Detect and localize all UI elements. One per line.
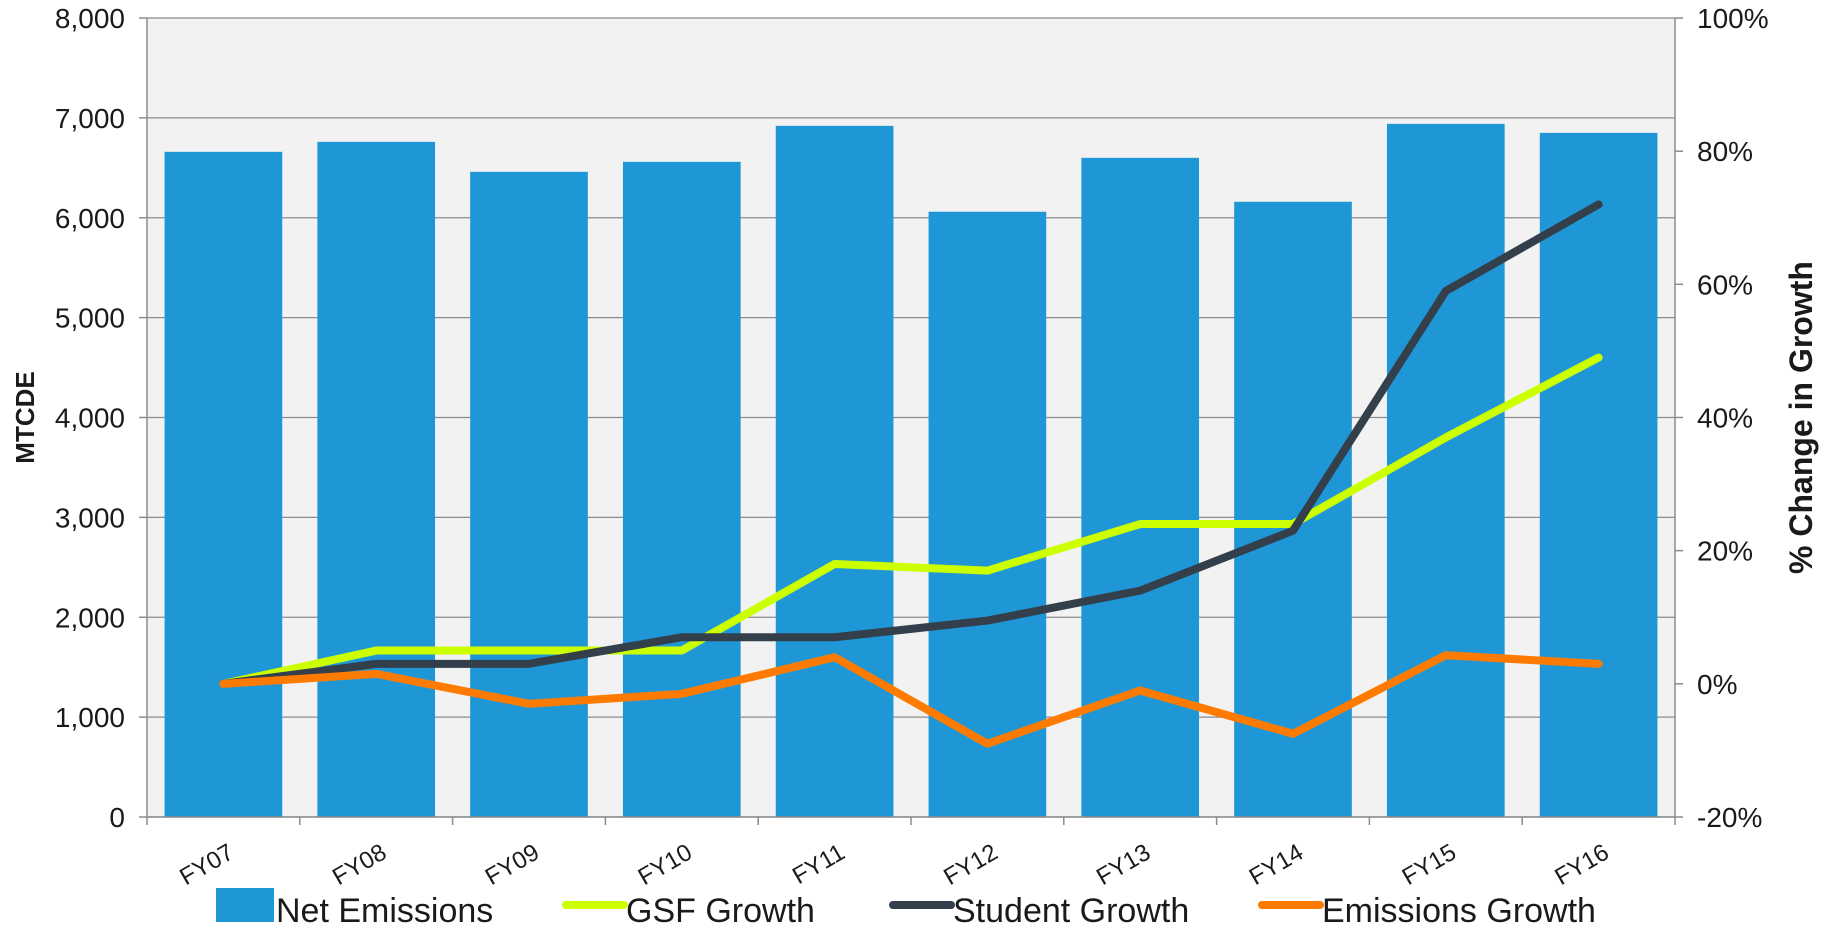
- bar: [317, 141, 436, 818]
- x-tick-label: FY16: [1550, 839, 1613, 891]
- y2-tick-label: 80%: [1697, 136, 1753, 167]
- y2-tick-label: 20%: [1697, 536, 1753, 567]
- x-tick-label: FY07: [175, 839, 238, 891]
- x-tick-label: FY13: [1092, 839, 1155, 891]
- y-tick-label: 6,000: [55, 203, 125, 234]
- x-tick-label: FY10: [634, 839, 697, 891]
- bar: [1081, 157, 1200, 817]
- legend-label: Student Growth: [953, 892, 1189, 930]
- legend-swatch: [216, 888, 274, 922]
- y-tick-label: 5,000: [55, 303, 125, 334]
- bar: [1539, 132, 1658, 817]
- y-tick-label: 2,000: [55, 602, 125, 633]
- x-tick-label: FY09: [481, 839, 544, 891]
- legend-label: Emissions Growth: [1322, 892, 1596, 930]
- series-line: [219, 200, 1603, 688]
- x-tick-label: FY12: [939, 839, 1002, 891]
- y2-tick-label: -20%: [1697, 802, 1762, 833]
- bar: [164, 151, 283, 817]
- y2-tick-label: 0%: [1697, 669, 1737, 700]
- y-tick-label: 7,000: [55, 103, 125, 134]
- y-tick-label: 1,000: [55, 702, 125, 733]
- y2-axis-title: % Change in Growth: [1783, 261, 1819, 574]
- axes: [139, 17, 1683, 825]
- y-tick-label: 0: [109, 802, 125, 833]
- x-tick-label: FY08: [328, 839, 391, 891]
- x-tick-label: FY14: [1245, 839, 1308, 891]
- bar: [622, 161, 741, 817]
- y2-tick-label: 100%: [1697, 3, 1769, 34]
- x-tick-label: FY11: [788, 839, 850, 890]
- bar: [470, 171, 588, 817]
- bar: [1386, 123, 1505, 818]
- legend-label: GSF Growth: [626, 892, 815, 930]
- y-tick-label: 3,000: [55, 502, 125, 533]
- legend: Net Emissions GSF Growth Student Growth Emi…: [216, 888, 1596, 930]
- legend-label: Net Emissions: [276, 892, 493, 930]
- y-axis-title: MTCDE: [10, 371, 40, 463]
- bar-series: [164, 123, 1658, 818]
- y2-tick-label: 40%: [1697, 403, 1753, 434]
- x-tick-label: FY15: [1398, 839, 1461, 891]
- y2-tick-label: 60%: [1697, 269, 1753, 300]
- y-tick-label: 4,000: [55, 403, 125, 434]
- bar: [775, 125, 894, 818]
- bar: [928, 211, 1047, 817]
- y-tick-label: 8,000: [55, 3, 125, 34]
- series-line: [219, 353, 1603, 688]
- line-series: [219, 200, 1603, 748]
- series-line: [219, 651, 1603, 748]
